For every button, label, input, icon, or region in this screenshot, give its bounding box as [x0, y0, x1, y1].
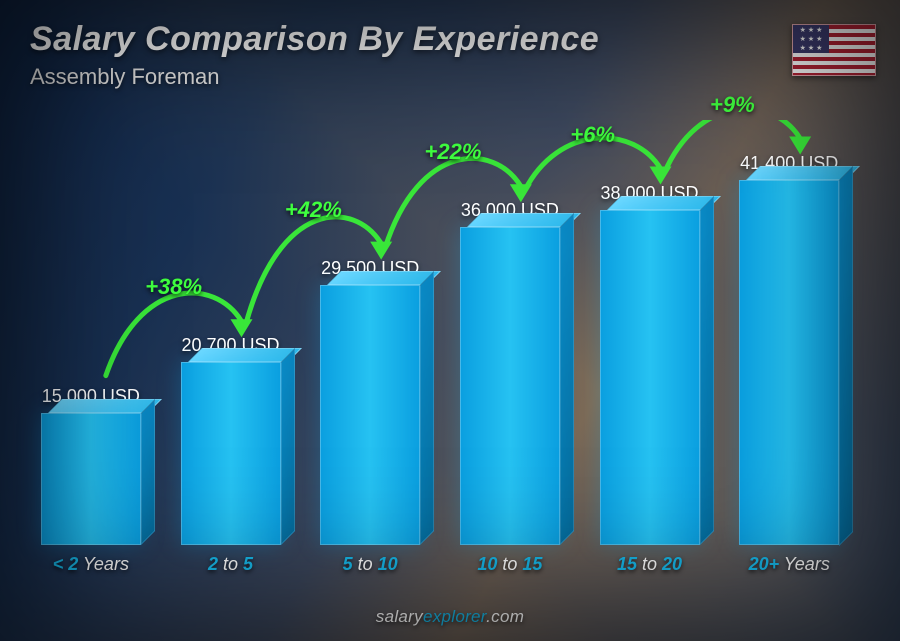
bar-side-face — [281, 348, 295, 545]
bar — [181, 362, 281, 545]
footer-highlight: explorer — [423, 607, 486, 626]
bar-chart: 15,000 USD20,700 USD29,500 USD36,000 USD… — [30, 120, 850, 575]
bar-side-face — [839, 166, 853, 546]
bar — [600, 210, 700, 545]
bar-column: 38,000 USD — [589, 120, 711, 545]
xlab-pre: 10 — [477, 554, 497, 574]
x-axis-label: 5 to 10 — [309, 554, 431, 575]
bar-column: 29,500 USD — [309, 120, 431, 545]
x-axis-label: < 2 Years — [30, 554, 152, 575]
us-flag-icon — [792, 24, 876, 76]
x-axis-labels: < 2 Years2 to 55 to 1010 to 1515 to 2020… — [30, 554, 850, 575]
page-title: Salary Comparison By Experience — [30, 20, 599, 59]
xlab-pre: 2 — [208, 554, 218, 574]
xlab-pre: 15 — [617, 554, 637, 574]
footer-suffix: .com — [486, 607, 524, 626]
bar — [320, 285, 420, 545]
xlab-post: 5 — [243, 554, 253, 574]
bar-column: 41,400 USD — [728, 120, 850, 545]
xlab-mid: to — [637, 554, 662, 574]
x-axis-label: 15 to 20 — [589, 554, 711, 575]
bar — [460, 227, 560, 545]
bar — [739, 180, 839, 546]
bar-side-face — [700, 196, 714, 545]
increase-pct-label: +38% — [145, 274, 202, 300]
xlab-post: 10 — [378, 554, 398, 574]
bar-column: 15,000 USD — [30, 120, 152, 545]
bar-columns: 15,000 USD20,700 USD29,500 USD36,000 USD… — [30, 120, 850, 545]
bar-side-face — [560, 213, 574, 545]
bar-front-face — [739, 180, 839, 546]
xlab-pre: < 2 — [53, 554, 79, 574]
bar-side-face — [141, 399, 155, 545]
x-axis-label: 10 to 15 — [449, 554, 571, 575]
xlab-mid: to — [353, 554, 378, 574]
xlab-post: Years — [779, 554, 830, 574]
increase-pct-label: +6% — [570, 122, 615, 148]
bar-side-face — [420, 271, 434, 545]
xlab-mid: to — [497, 554, 522, 574]
bar-front-face — [320, 285, 420, 545]
increase-pct-label: +22% — [425, 139, 482, 165]
xlab-mid: to — [218, 554, 243, 574]
xlab-post: 15 — [522, 554, 542, 574]
xlab-pre: 20+ — [749, 554, 780, 574]
increase-pct-label: +42% — [285, 197, 342, 223]
bar-front-face — [600, 210, 700, 545]
xlab-pre: 5 — [343, 554, 353, 574]
footer-prefix: salary — [376, 607, 423, 626]
bar-front-face — [460, 227, 560, 545]
page-subtitle: Assembly Foreman — [30, 64, 220, 90]
bar-column: 36,000 USD — [449, 120, 571, 545]
x-axis-label: 2 to 5 — [170, 554, 292, 575]
footer-attribution: salaryexplorer.com — [0, 607, 900, 627]
xlab-post: Years — [78, 554, 129, 574]
bar-front-face — [41, 413, 141, 545]
bar-column: 20,700 USD — [170, 120, 292, 545]
bar-front-face — [181, 362, 281, 545]
infographic-stage: Salary Comparison By Experience Assembly… — [0, 0, 900, 641]
xlab-post: 20 — [662, 554, 682, 574]
x-axis-label: 20+ Years — [728, 554, 850, 575]
bar — [41, 413, 141, 545]
increase-pct-label: +9% — [710, 92, 755, 118]
